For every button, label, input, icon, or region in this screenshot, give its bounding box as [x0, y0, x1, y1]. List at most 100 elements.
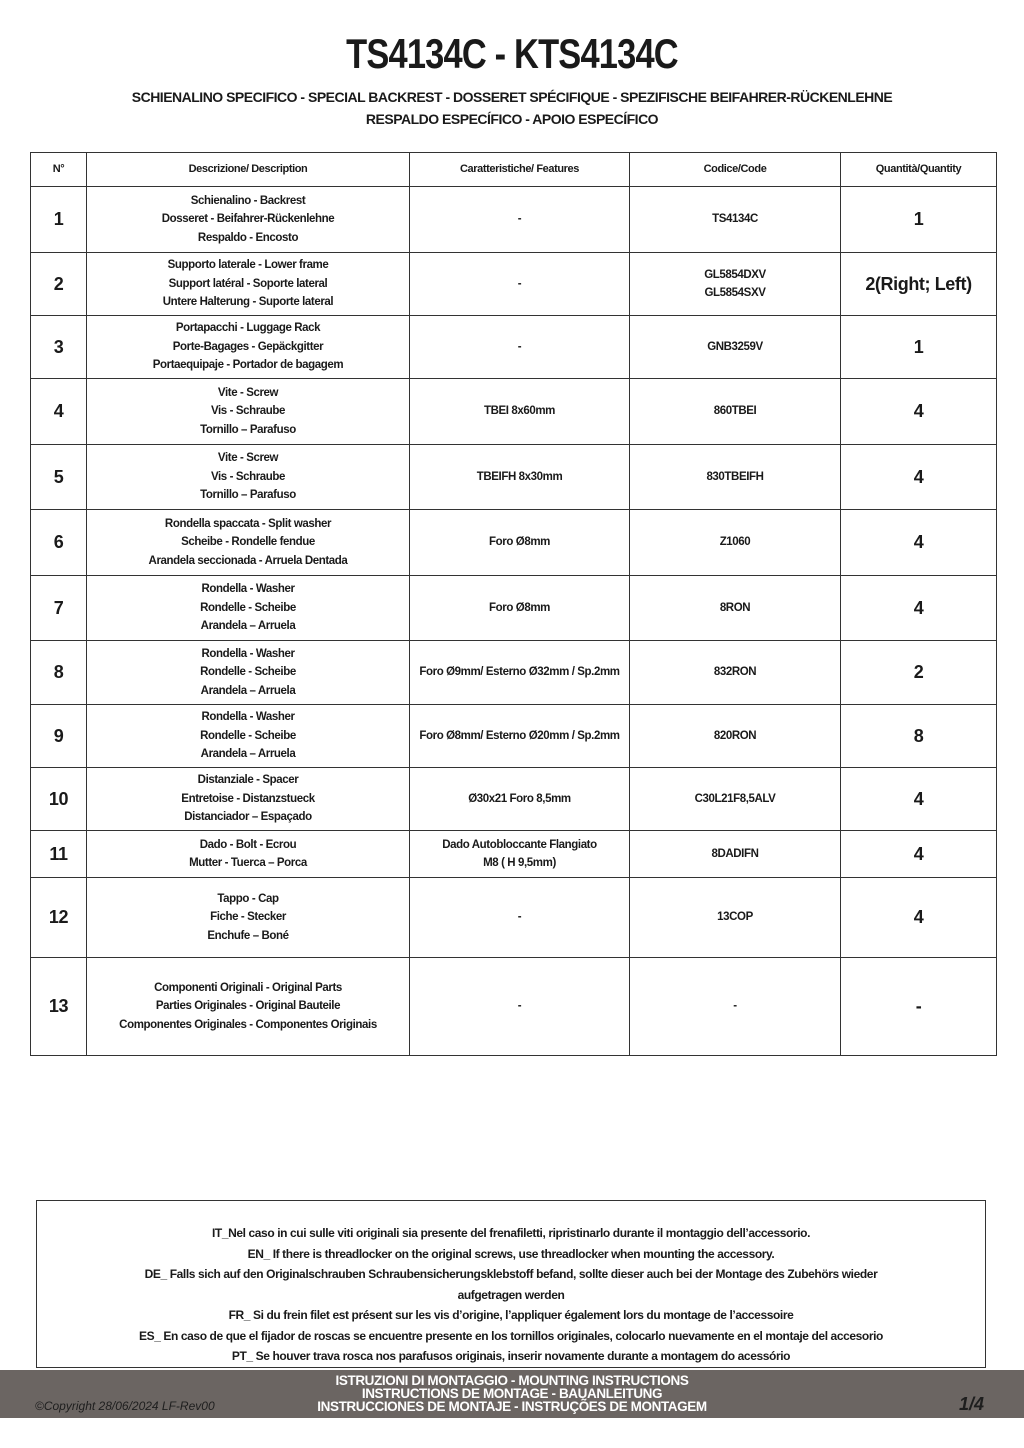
footer-title: ISTRUZIONI DI MONTAGGIO - MOUNTING INSTR…	[0, 1373, 1024, 1414]
header-features: Caratteristiche/ Features	[409, 152, 630, 187]
table-row: 5 Vite - Screw Vis - Schraube Tornillo – Pa…	[30, 444, 997, 510]
item-code: 820RON	[629, 704, 841, 768]
table-row: 12 Tappo - Cap Fiche - Stecker Enchufe – Bo…	[30, 877, 997, 958]
item-description-line: Distanziale - Spacer	[197, 774, 299, 787]
item-features-line: Foro Ø8mm/ Esterno Ø20mm / Sp.2mm	[419, 729, 620, 742]
item-description-line: Porte-Bagages - Gepäckgitter	[172, 340, 324, 353]
item-code-line: -	[733, 1000, 737, 1013]
item-features: -	[409, 252, 630, 316]
item-features: -	[409, 186, 630, 253]
item-code-line: 8RON	[719, 601, 751, 614]
table-row: 10 Distanziale - Spacer Entretoise - Dista…	[30, 767, 997, 831]
table-body: 1 Schienalino - Backrest Dosseret - Beifah…	[30, 186, 997, 1056]
item-code: TS4134C	[629, 186, 841, 253]
item-code-line: 830TBEIFH	[706, 470, 764, 483]
table-row: 11 Dado - Bolt - Ecrou Mutter - Tuerca – P…	[30, 830, 997, 878]
item-description-line: Arandela – Arruela	[200, 748, 296, 761]
item-description-line: Rondelle - Scheibe	[200, 666, 296, 679]
item-description-line: Tornillo – Parafuso	[200, 489, 296, 502]
footer-title-line-2: INSTRUCTIONS DE MONTAGE - BAUANLEITUNG	[361, 1386, 663, 1401]
item-features-line: TBEI 8x60mm	[483, 405, 556, 418]
item-quantity: 4	[840, 830, 997, 878]
item-code: 8RON	[629, 575, 841, 641]
item-features-line: Foro Ø8mm	[489, 536, 550, 549]
item-number: 11	[30, 830, 87, 878]
item-quantity: 4	[840, 378, 997, 445]
header-number: N°	[30, 152, 87, 187]
item-description-line: Arandela – Arruela	[200, 620, 296, 633]
item-description-line: Vite - Screw	[217, 386, 279, 399]
table-row: 2 Supporto laterale - Lower frame Support …	[30, 252, 997, 316]
item-code-line: 820RON	[713, 729, 757, 742]
item-quantity: 2(Right; Left)	[840, 252, 997, 316]
item-description: Supporto laterale - Lower frame Support l…	[86, 252, 410, 316]
item-description-line: Scheibe - Rondelle fendue	[181, 536, 315, 549]
item-number: 1	[30, 186, 87, 253]
item-code-line: GNB3259V	[707, 340, 763, 353]
table-row: 7 Rondella - Washer Rondelle - Scheibe Aran…	[30, 575, 997, 641]
item-description: Rondella - Washer Rondelle - Scheibe Arand…	[86, 704, 410, 768]
table-header-row: N° Descrizione/ Description Caratteristi…	[30, 152, 997, 187]
item-features-line: Foro Ø9mm/ Esterno Ø32mm / Sp.2mm	[419, 666, 620, 679]
item-description-line: Rondella - Washer	[201, 583, 295, 596]
item-description-line: Rondella - Washer	[201, 647, 295, 660]
item-code: C30L21F8,5ALV	[629, 767, 841, 831]
threadlocker-notes: IT_Nel caso in cui sulle viti originali …	[36, 1200, 986, 1368]
item-code-line: GL5854SXV	[704, 287, 766, 299]
item-features-line: TBEIFH 8x30mm	[476, 470, 563, 483]
item-description-line: Fiche - Stecker	[210, 911, 286, 924]
note-es: ES_ En caso de que el fijador de roscas …	[138, 1328, 883, 1343]
item-description-line: Vite - Screw	[217, 452, 279, 465]
item-description: Dado - Bolt - Ecrou Mutter - Tuerca – Por…	[86, 830, 410, 878]
item-description-line: Componenti Originali - Original Parts	[154, 981, 342, 994]
item-description-line: Rondelle - Scheibe	[200, 729, 296, 742]
item-description: Rondella - Washer Rondelle - Scheibe Arand…	[86, 640, 410, 705]
item-description-line: Entretoise - Distanzstueck	[181, 792, 315, 805]
item-description: Portapacchi - Luggage Rack Porte-Bagages …	[86, 315, 410, 379]
item-description: Rondella - Washer Rondelle - Scheibe Arand…	[86, 575, 410, 641]
item-features-line: -	[517, 340, 522, 353]
item-number: 6	[30, 509, 87, 576]
item-description: Rondella spaccata - Split washer Scheibe …	[86, 509, 410, 576]
item-quantity: 1	[840, 186, 997, 253]
item-description-line: Arandela seccionada - Arruela Dentada	[148, 554, 348, 567]
table-row: 3 Portapacchi - Luggage Rack Porte-Bagages…	[30, 315, 997, 379]
item-number: 2	[30, 252, 87, 316]
item-description-line: Rondella spaccata - Split washer	[164, 517, 332, 530]
item-quantity: 4	[840, 509, 997, 576]
item-quantity: 4	[840, 767, 997, 831]
item-code: GL5854DXV GL5854SXV	[629, 252, 841, 316]
copyright: ©Copyright 28/06/2024 LF-Rev00	[35, 1399, 215, 1413]
item-code: -	[629, 957, 841, 1056]
footer-bar: ©Copyright 28/06/2024 LF-Rev00 ISTRUZION…	[0, 1370, 1024, 1418]
item-features: Foro Ø8mm	[409, 509, 630, 576]
item-features: Ø30x21 Foro 8,5mm	[409, 767, 630, 831]
footer-title-line-1: ISTRUZIONI DI MONTAGGIO - MOUNTING INSTR…	[335, 1373, 689, 1388]
item-features-line: -	[517, 1000, 522, 1013]
item-description-line: Supporto laterale - Lower frame	[167, 259, 329, 272]
item-description: Vite - Screw Vis - Schraube Tornillo – Par…	[86, 444, 410, 510]
item-description-line: Rondelle - Scheibe	[200, 601, 296, 614]
item-description-line: Rondella - Washer	[201, 711, 295, 724]
item-number: 10	[30, 767, 87, 831]
item-features: Foro Ø9mm/ Esterno Ø32mm / Sp.2mm	[409, 640, 630, 705]
item-code-line: TS4134C	[712, 213, 758, 226]
item-description-line: Distanciador – Espaçado	[184, 811, 312, 824]
item-features-line: -	[517, 277, 522, 290]
note-en: EN_ If there is threadlocker on the orig…	[247, 1246, 775, 1261]
item-features-line: -	[517, 213, 522, 226]
item-code-line: Z1060	[719, 536, 751, 549]
item-number: 7	[30, 575, 87, 641]
item-description: Vite - Screw Vis - Schraube Tornillo – Par…	[86, 378, 410, 445]
item-code: 860TBEI	[629, 378, 841, 445]
item-description-line: Vis - Schraube	[210, 470, 286, 483]
subtitle-line-2: RESPALDO ESPECÍFICO - APOIO ESPECÍFICO	[365, 111, 659, 127]
item-features: Foro Ø8mm	[409, 575, 630, 641]
item-features-line: -	[517, 911, 522, 924]
item-description-line: Dosseret - Beifahrer-Rückenlehne	[161, 213, 335, 226]
table-row: 4 Vite - Screw Vis - Schraube Tornillo – Pa…	[30, 378, 997, 445]
item-description: Distanziale - Spacer Entretoise - Distanz…	[86, 767, 410, 831]
item-code-line: C30L21F8,5ALV	[694, 792, 776, 805]
note-fr: FR_ Si du frein filet est présent sur le…	[228, 1308, 794, 1322]
item-code: 830TBEIFH	[629, 444, 841, 510]
